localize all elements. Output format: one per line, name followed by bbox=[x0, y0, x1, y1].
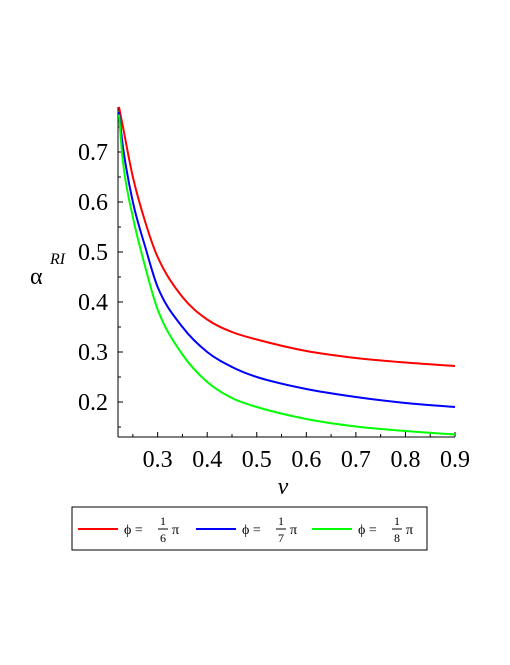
legend-numerator: 1 bbox=[394, 514, 400, 528]
x-tick-label: 0.4 bbox=[192, 447, 222, 473]
legend-entry-2: ϕ = 1 7 π bbox=[196, 514, 297, 545]
y-axis-label: α bbox=[30, 264, 43, 290]
series-lines bbox=[117, 106, 456, 436]
tick-labels: 0.2 0.3 0.4 0.5 0.6 0.7 0.3 0.4 0.5 0.6 0.7 0.8 0.9 bbox=[78, 140, 470, 473]
y-tick-label: 0.5 bbox=[78, 240, 108, 266]
series-line-2 bbox=[117, 111, 456, 408]
y-tick-label: 0.6 bbox=[78, 190, 108, 216]
legend: ϕ =16 π ϕ =17 π ϕ =18 π bbox=[71, 506, 428, 551]
y-tick-label: 0.3 bbox=[78, 340, 108, 366]
legend-entry-1: ϕ = 1 6 π bbox=[78, 514, 179, 545]
legend-pi: π bbox=[406, 523, 413, 538]
y-tick-label: 0.4 bbox=[78, 290, 108, 316]
x-tick-label: 0.3 bbox=[143, 447, 173, 473]
legend-entry-3: ϕ = 1 8 π bbox=[312, 514, 413, 545]
legend-pi: π bbox=[172, 523, 179, 538]
legend-numerator: 1 bbox=[160, 514, 166, 528]
legend-pi: π bbox=[290, 523, 297, 538]
x-tick-label: 0.7 bbox=[341, 447, 371, 473]
legend-denominator: 7 bbox=[278, 531, 284, 545]
x-tick-label: 0.9 bbox=[440, 447, 470, 473]
legend-symbol: ϕ = bbox=[124, 523, 143, 538]
series-line-3 bbox=[117, 114, 456, 436]
x-tick-label: 0.6 bbox=[291, 447, 321, 473]
legend-symbol: ϕ = bbox=[242, 523, 261, 538]
legend-symbol: ϕ = bbox=[358, 523, 377, 538]
legend-denominator: 8 bbox=[394, 531, 400, 545]
legend-denominator: 6 bbox=[160, 531, 166, 545]
legend-numerator: 1 bbox=[278, 514, 284, 528]
x-tick-label: 0.8 bbox=[390, 447, 420, 473]
legend-box bbox=[71, 506, 428, 551]
x-tick-label: 0.5 bbox=[242, 447, 272, 473]
tick-marks bbox=[118, 126, 456, 437]
series-line-1 bbox=[118, 106, 456, 367]
x-axis-label: v bbox=[278, 474, 289, 500]
axes bbox=[117, 107, 455, 438]
y-axis-label-superscript: RI bbox=[49, 251, 66, 268]
y-tick-label: 0.2 bbox=[78, 390, 108, 416]
y-tick-label: 0.7 bbox=[78, 140, 108, 166]
